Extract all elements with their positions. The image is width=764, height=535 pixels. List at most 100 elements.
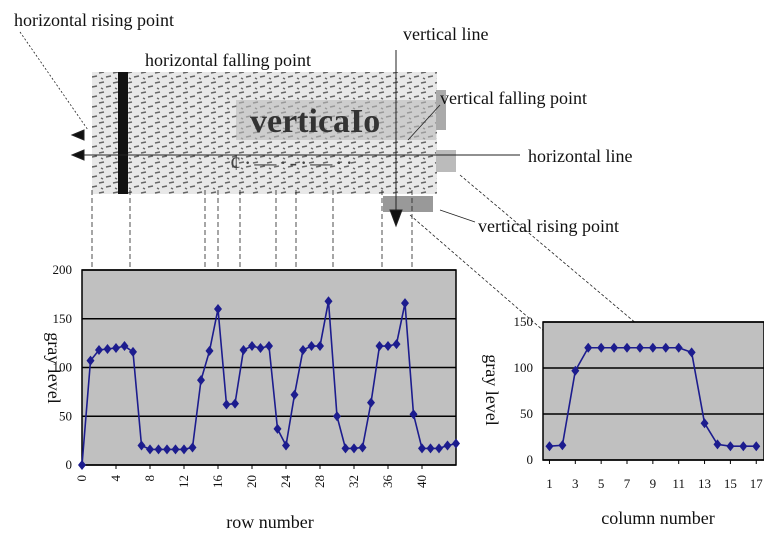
y-tick-label: 200: [53, 262, 73, 277]
data-point: [739, 441, 748, 452]
data-point: [214, 304, 222, 314]
data-point: [350, 443, 358, 454]
data-point: [713, 439, 722, 450]
x-tick-label: 0: [74, 475, 89, 482]
y-tick-label: 150: [53, 311, 73, 326]
data-point: [299, 344, 307, 355]
x-tick-label: 20: [244, 475, 259, 488]
svg-text:verticaIo: verticaIo: [250, 103, 380, 140]
x-axis-label: column number: [601, 508, 714, 528]
x-tick-label: 36: [380, 475, 395, 489]
svg-text:¢·—·-·—··: ¢·—·-·—··: [230, 150, 356, 175]
data-point: [273, 423, 282, 434]
data-point: [86, 355, 95, 366]
annotation: vertical rising point: [478, 216, 619, 236]
data-point: [180, 444, 188, 455]
data-point: [558, 440, 567, 451]
y-tick-label: 100: [514, 360, 534, 375]
x-tick-label: 8: [142, 475, 157, 482]
data-point: [358, 442, 367, 453]
data-point: [129, 346, 137, 357]
data-point: [197, 375, 205, 386]
data-point: [290, 389, 299, 400]
x-tick-label: 24: [278, 475, 293, 489]
x-tick-label: 40: [414, 475, 429, 488]
annotation: vertical line: [403, 24, 488, 44]
data-point: [661, 342, 670, 353]
data-point: [635, 342, 644, 353]
data-point: [248, 341, 256, 352]
data-point: [726, 441, 735, 452]
x-tick-label: 11: [672, 476, 685, 491]
data-point: [452, 438, 460, 449]
data-point: [610, 342, 619, 353]
x-tick-label: 16: [210, 475, 225, 489]
plot-area: [542, 321, 764, 461]
data-point: [112, 343, 120, 353]
y-tick-label: 50: [59, 408, 72, 423]
data-point: [316, 341, 324, 352]
data-point: [401, 298, 409, 309]
data-point: [700, 418, 709, 429]
annotation: horizontal rising point: [14, 10, 174, 30]
x-tick-label: 32: [346, 475, 361, 488]
data-point: [341, 443, 350, 454]
data-point: [120, 341, 129, 352]
x-tick-label: 7: [624, 476, 631, 491]
annotation: horizontal falling point: [145, 50, 311, 70]
data-point: [78, 460, 86, 470]
data-point: [597, 342, 606, 353]
data-point: [687, 347, 696, 358]
y-axis-label: gray level: [44, 332, 64, 403]
y-tick-label: 0: [66, 457, 73, 472]
x-tick-label: 12: [176, 475, 191, 488]
x-tick-label: 17: [750, 476, 764, 491]
data-point: [163, 444, 171, 455]
data-point: [171, 444, 180, 455]
data-point: [222, 399, 231, 410]
data-point: [282, 440, 290, 451]
data-point: [384, 341, 392, 352]
y-tick-label: 150: [514, 314, 534, 329]
x-tick-label: 3: [572, 476, 579, 491]
x-tick-label: 28: [312, 475, 327, 488]
data-point: [674, 342, 683, 353]
data-point: [307, 341, 316, 352]
annotation: horizontal line: [528, 146, 632, 166]
x-axis-label: row number: [226, 512, 313, 532]
annotation: vertical falling point: [440, 88, 587, 108]
data-point: [265, 341, 273, 352]
data-point: [231, 398, 239, 409]
x-tick-label: 15: [724, 476, 737, 491]
data-point: [256, 343, 265, 353]
x-tick-label: 4: [108, 475, 123, 482]
data-point: [426, 443, 435, 454]
x-tick-label: 13: [698, 476, 711, 491]
data-point: [418, 443, 426, 454]
data-point: [545, 441, 554, 452]
data-point: [392, 339, 401, 350]
data-point: [146, 444, 154, 455]
x-tick-label: 9: [650, 476, 657, 491]
data-point: [584, 342, 593, 353]
x-tick-label: 5: [598, 476, 605, 491]
data-point: [137, 440, 146, 451]
data-point: [623, 342, 632, 353]
y-tick-label: 100: [53, 360, 73, 375]
data-point: [752, 441, 761, 452]
x-tick-label: 1: [546, 476, 553, 491]
data-point: [409, 409, 418, 420]
data-point: [435, 443, 443, 454]
data-point: [188, 442, 197, 453]
data-point: [154, 444, 163, 455]
data-point: [103, 343, 112, 354]
y-tick-label: 0: [527, 452, 534, 467]
data-point: [648, 342, 657, 353]
data-point: [375, 341, 384, 352]
data-point: [239, 344, 248, 355]
data-point: [571, 365, 580, 376]
data-point: [324, 296, 333, 307]
y-tick-label: 50: [520, 406, 533, 421]
data-point: [443, 440, 452, 451]
